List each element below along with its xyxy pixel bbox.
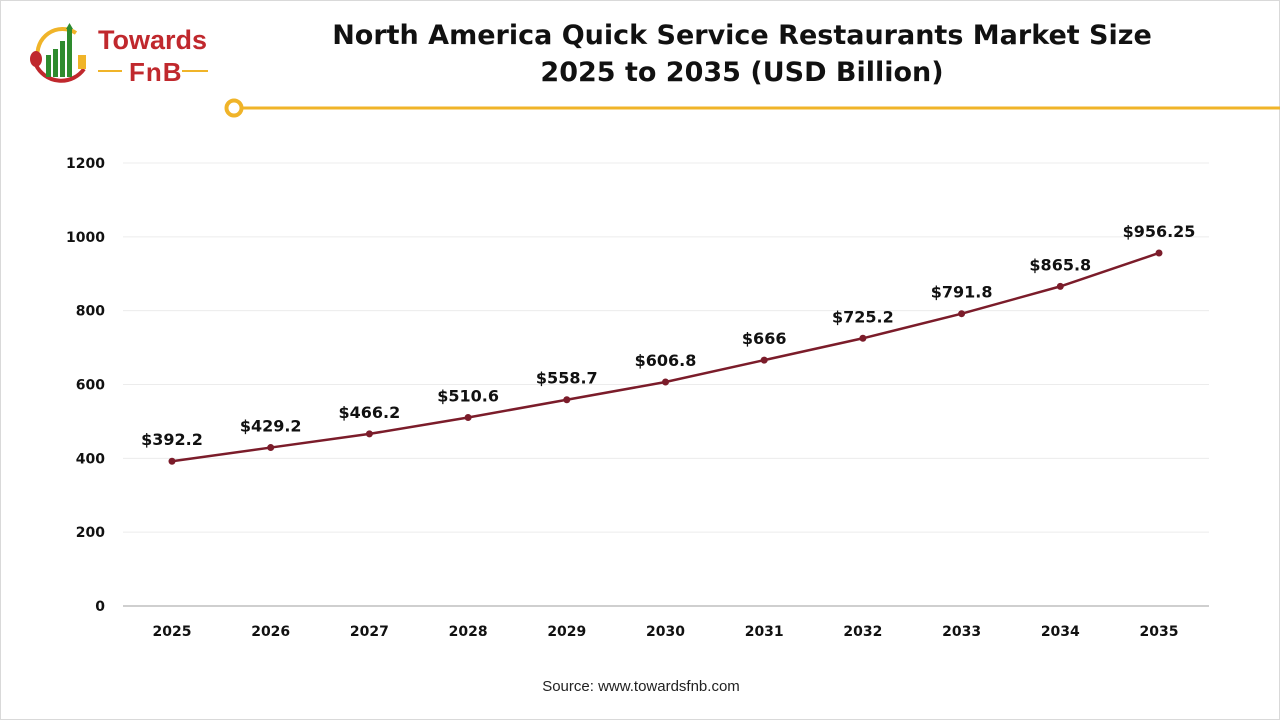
x-tick-label: 2033 (942, 624, 981, 640)
data-point (1056, 282, 1064, 290)
x-tick-label: 2034 (1041, 624, 1080, 640)
x-tick-label: 2026 (251, 624, 290, 640)
data-point (958, 310, 966, 318)
data-point (464, 414, 472, 422)
x-tick-label: 2028 (449, 624, 488, 640)
data-label: $725.2 (832, 307, 894, 326)
y-tick-label: 0 (95, 599, 105, 615)
x-tick-label: 2031 (745, 624, 784, 640)
x-tick-label: 2032 (843, 624, 882, 640)
x-tick-label: 2029 (547, 624, 586, 640)
y-tick-label: 400 (76, 451, 105, 467)
data-point (1155, 249, 1163, 257)
data-label: $466.2 (339, 403, 401, 422)
x-tick-label: 2035 (1140, 624, 1179, 640)
data-label: $791.8 (931, 283, 993, 302)
data-label: $956.25 (1123, 222, 1196, 241)
source-note: Source: www.towardsfnb.com (542, 678, 740, 695)
y-tick-label: 600 (76, 378, 105, 394)
accent-line (224, 98, 1280, 118)
data-label: $666 (742, 329, 787, 348)
logo-text: Towards (98, 25, 208, 55)
data-label: $510.6 (437, 387, 499, 406)
y-tick-label: 200 (76, 525, 105, 541)
title-line-2: 2025 to 2035 (USD Billion) (540, 57, 944, 88)
y-tick-label: 800 (76, 304, 105, 320)
title-line-1: North America Quick Service Restaurants … (332, 20, 1152, 51)
chart-title: North America Quick Service Restaurants … (301, 17, 1183, 91)
data-point (267, 444, 275, 452)
data-label: $606.8 (635, 351, 697, 370)
x-tick-label: 2027 (350, 624, 389, 640)
x-tick-label: 2030 (646, 624, 685, 640)
data-point (563, 396, 571, 404)
data-label: $392.2 (141, 430, 203, 449)
x-tick-label: 2025 (153, 624, 192, 640)
data-point (365, 430, 373, 438)
data-point (760, 356, 768, 364)
logo-subtext: FnB (129, 57, 183, 87)
data-point (859, 334, 867, 342)
data-label: $865.8 (1029, 255, 1091, 274)
y-tick-label: 1200 (66, 156, 105, 172)
data-point (168, 457, 176, 465)
data-label: $558.7 (536, 369, 598, 388)
data-point (662, 378, 669, 386)
y-tick-label: 1000 (66, 230, 105, 246)
data-label: $429.2 (240, 417, 302, 436)
logo-mark (30, 23, 86, 83)
logo-dashes (98, 70, 208, 72)
